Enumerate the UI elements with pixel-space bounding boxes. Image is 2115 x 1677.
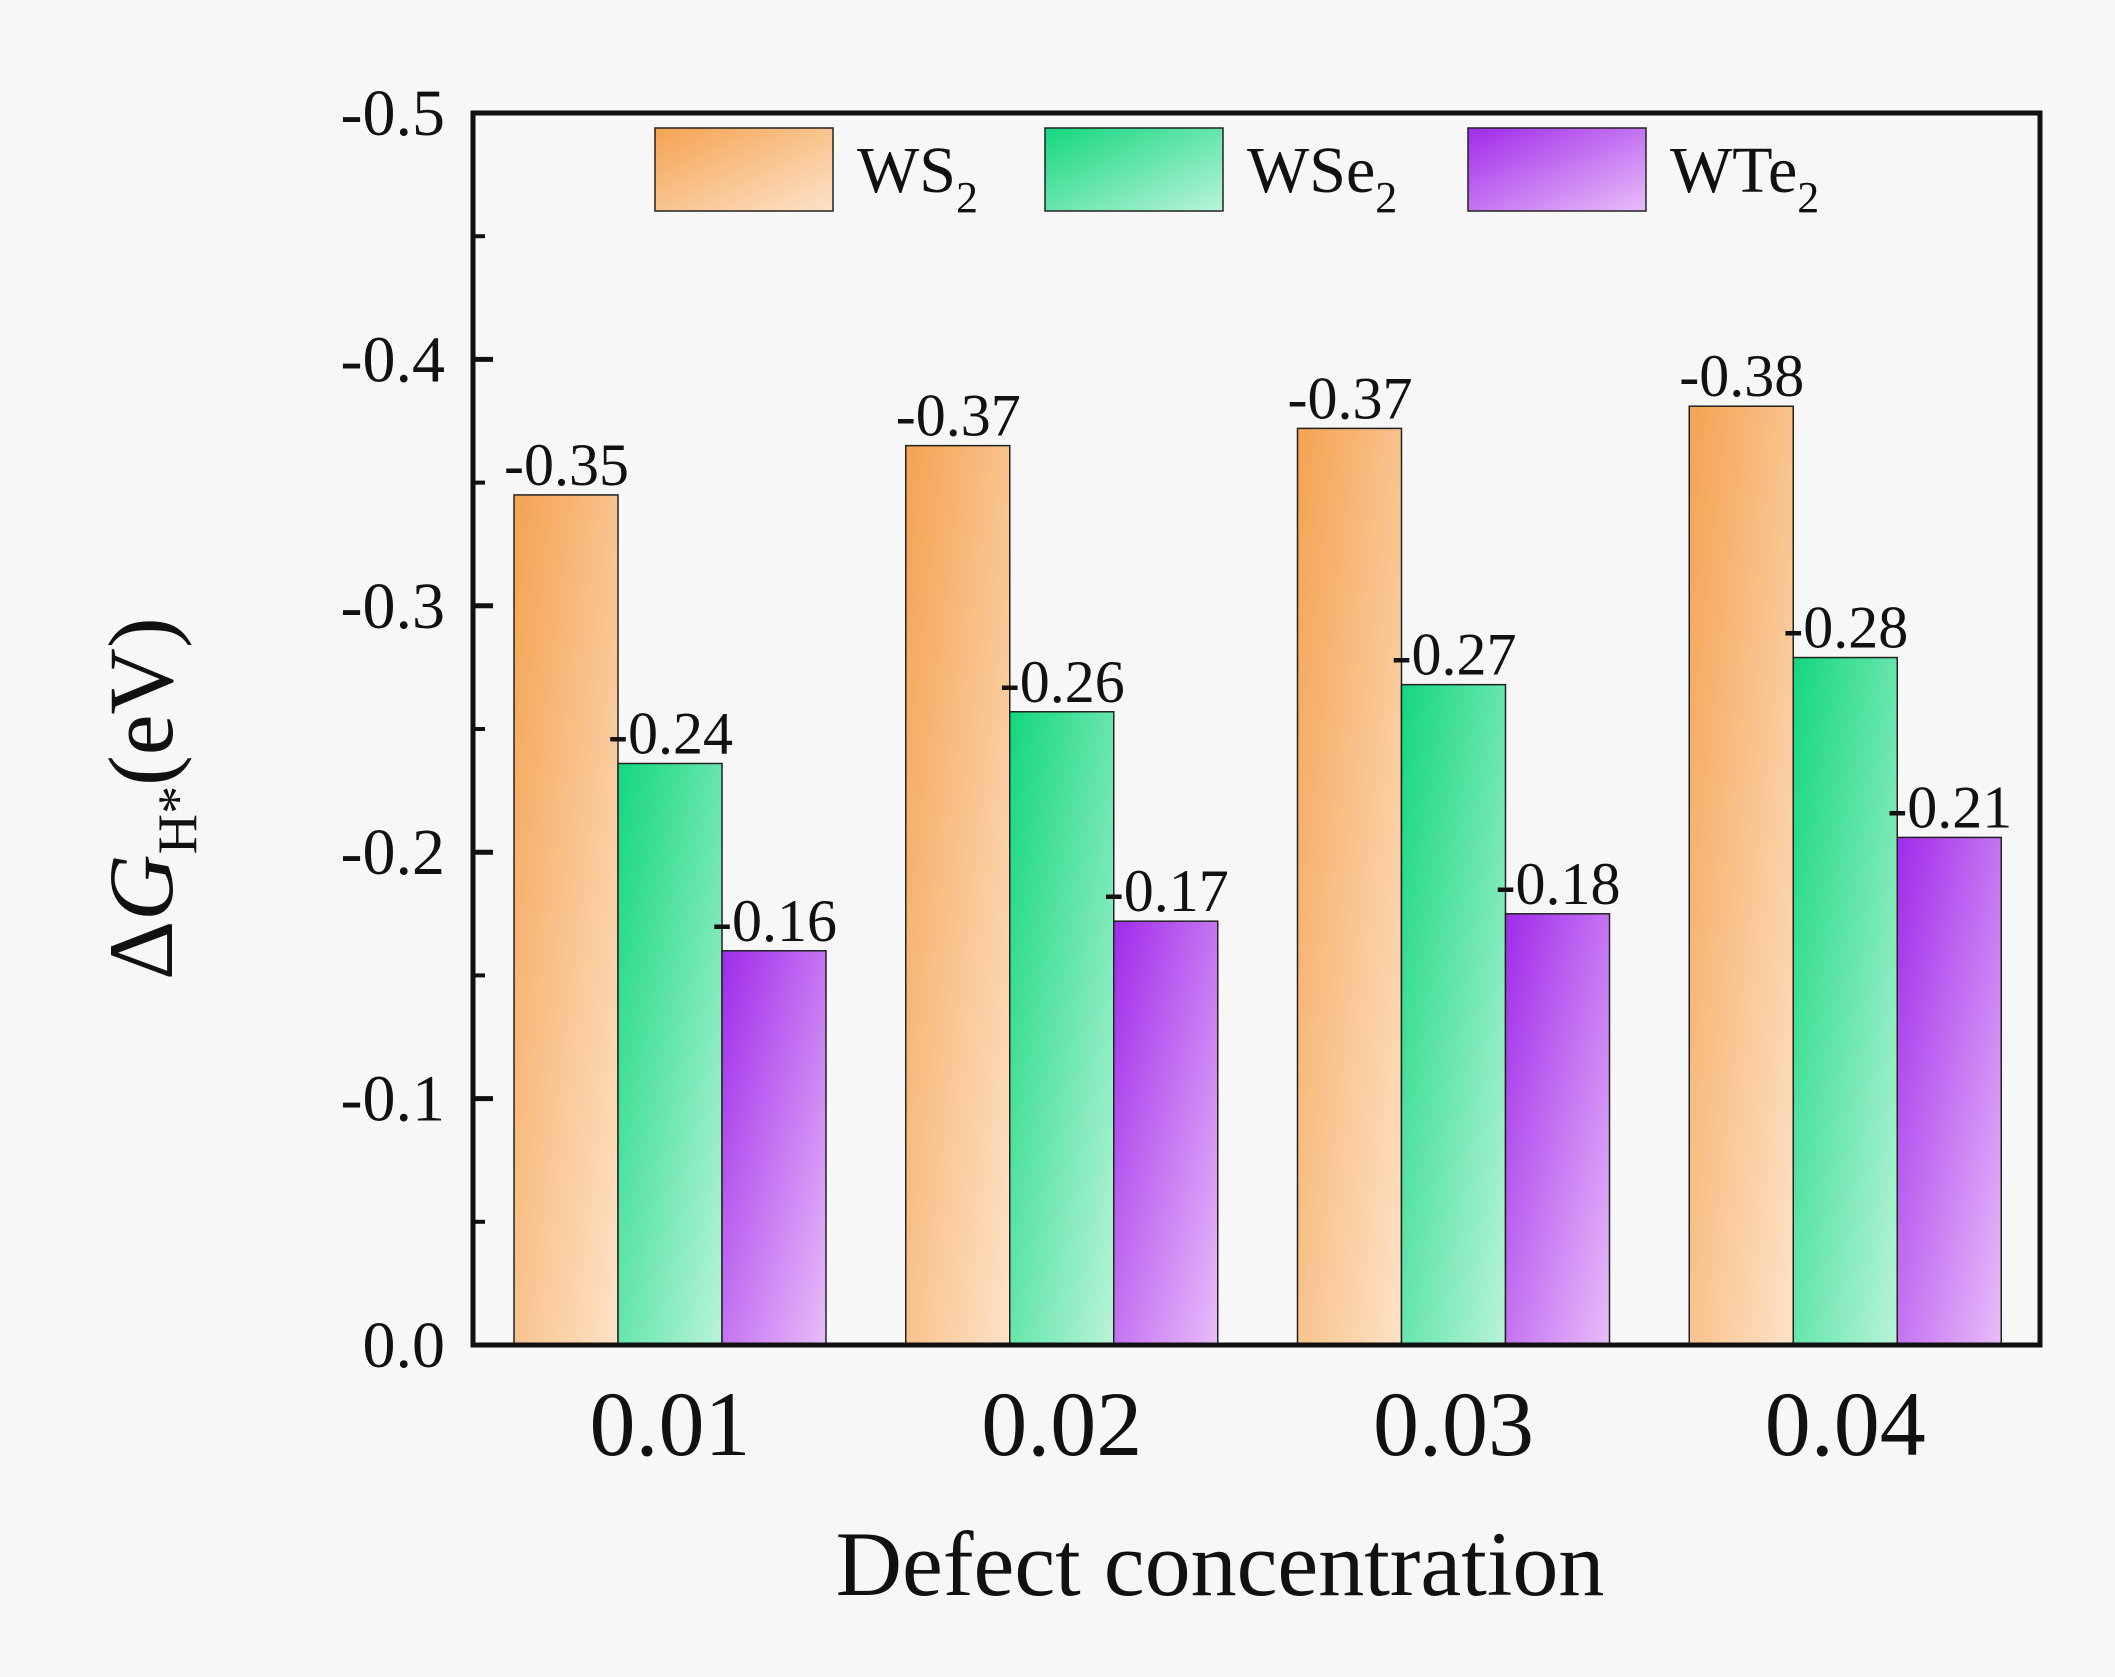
data-label-wse2-0.03: -0.27 — [1392, 622, 1517, 688]
x-tick-labels-layer: 0.01 0.02 0.03 0.04 — [590, 1373, 1926, 1475]
bar-wse2-0.04 — [1792, 656, 1898, 1346]
bar-wte2-0.01 — [721, 950, 827, 1346]
y-axis-title-delta: Δ — [90, 921, 192, 980]
x-tick-label: 0.03 — [1373, 1373, 1534, 1475]
y-axis-title: ΔGH*(eV) — [90, 617, 209, 980]
bar-ws2-0.04 — [1688, 405, 1794, 1346]
x-tick-label: 0.04 — [1765, 1373, 1926, 1475]
data-label-ws2-0.03: -0.37 — [1288, 365, 1413, 431]
y-axis-title-symbol: G — [90, 854, 192, 920]
bar-wse2-0.03 — [1400, 683, 1507, 1346]
data-label-wse2-0.01: -0.24 — [608, 700, 733, 766]
y-tick-label: -0.1 — [341, 1063, 445, 1136]
bar-ws2-0.02 — [905, 444, 1011, 1346]
y-ticks-layer: 0.0 -0.1 -0.2 -0.3 -0.4 -0.5 — [341, 77, 493, 1382]
bar-ws2-0.01 — [513, 494, 619, 1346]
y-tick-label: -0.2 — [341, 816, 445, 889]
bar-ws2-0.03 — [1296, 427, 1403, 1346]
data-label-wte2-0.01: -0.16 — [712, 888, 837, 954]
bar-wse2-0.01 — [617, 762, 723, 1346]
bar-wte2-0.03 — [1504, 913, 1611, 1346]
data-label-ws2-0.04: -0.38 — [1679, 343, 1804, 409]
data-label-wte2-0.03: -0.18 — [1496, 851, 1621, 917]
data-labels-layer: -0.35 -0.24 -0.16 -0.37 -0.26 -0.17 -0.37 -0.27… — [504, 343, 2012, 954]
y-tick-label: -0.4 — [341, 323, 445, 396]
y-axis-title-subscript: H* — [147, 786, 209, 854]
data-label-ws2-0.02: -0.37 — [896, 383, 1021, 449]
data-label-wte2-0.02: -0.17 — [1104, 858, 1229, 924]
y-tick-label: -0.3 — [341, 570, 445, 643]
legend-label-ws2: WS2 — [857, 134, 978, 222]
bars-layer — [513, 405, 2002, 1346]
y-axis-title-unit: (eV) — [90, 617, 192, 786]
bar-wte2-0.04 — [1896, 836, 2002, 1346]
data-label-ws2-0.01: -0.35 — [504, 432, 629, 498]
y-tick-label: 0.0 — [363, 1309, 446, 1382]
legend-swatch-wte2 — [1467, 127, 1647, 212]
legend-swatch-wse2 — [1044, 127, 1224, 212]
bar-wte2-0.02 — [1113, 920, 1219, 1346]
x-tick-label: 0.02 — [981, 1373, 1142, 1475]
x-tick-label: 0.01 — [590, 1373, 751, 1475]
y-tick-label: -0.5 — [341, 77, 445, 150]
x-axis-title: Defect concentration — [836, 1513, 1605, 1615]
bar-wse2-0.02 — [1009, 711, 1115, 1346]
legend: WS2 WSe2 WTe2 — [654, 127, 1819, 222]
data-label-wse2-0.04: -0.28 — [1783, 595, 1908, 661]
legend-label-wte2: WTe2 — [1670, 134, 1819, 222]
legend-swatch-ws2 — [654, 127, 834, 212]
data-label-wte2-0.04: -0.21 — [1887, 774, 2012, 840]
legend-label-wse2: WSe2 — [1247, 134, 1397, 222]
data-label-wse2-0.02: -0.26 — [1000, 649, 1125, 715]
